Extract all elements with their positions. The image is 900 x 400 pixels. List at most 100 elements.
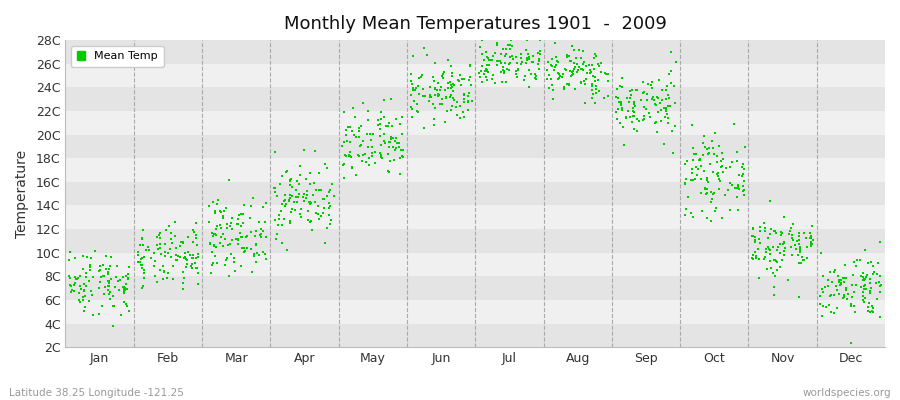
Point (72, 297, 86, 304)
Point (381, 167, 395, 174)
Bar (66, 158, 885, 182)
Point (777, 252, 791, 258)
Point (101, 283, 115, 289)
Point (498, 60, 512, 66)
Point (644, 82, 658, 89)
Point (284, 194, 298, 201)
Point (76, 288, 91, 295)
Point (496, 67, 510, 73)
Point (735, 172, 750, 179)
Point (78, 292, 93, 299)
Point (258, 234, 273, 241)
Point (478, 68, 492, 74)
Point (362, 155, 376, 162)
Point (713, 178, 727, 184)
Point (208, 208, 222, 214)
Point (763, 250, 778, 257)
Point (377, 138, 392, 144)
Point (804, 233, 818, 239)
Point (845, 282, 859, 288)
Point (562, 80, 576, 87)
Point (664, 80, 679, 86)
Point (545, 87, 560, 94)
Point (256, 228, 270, 234)
Point (792, 240, 806, 247)
Point (823, 292, 837, 299)
Point (68, 280, 82, 286)
Point (184, 260, 199, 267)
Point (522, 56, 536, 62)
Point (423, 84, 437, 90)
Point (790, 252, 805, 258)
Point (307, 180, 321, 187)
Point (856, 277, 870, 283)
Point (373, 121, 387, 127)
Point (580, 76, 594, 82)
Point (597, 95, 611, 102)
Point (88, 248, 103, 254)
Point (275, 222, 290, 228)
Point (565, 69, 580, 75)
Point (236, 211, 250, 217)
Point (661, 92, 675, 99)
Point (793, 246, 807, 252)
Point (715, 163, 729, 170)
Point (451, 77, 465, 83)
Point (473, 68, 488, 74)
Point (462, 77, 476, 84)
Point (184, 262, 198, 269)
Point (707, 207, 722, 214)
Point (836, 294, 850, 301)
Point (548, 64, 562, 70)
Point (480, 62, 494, 69)
Point (499, 78, 513, 85)
Point (313, 213, 328, 220)
Point (733, 172, 747, 178)
Point (540, 67, 554, 74)
Point (688, 176, 703, 182)
Point (668, 100, 682, 106)
Point (254, 226, 268, 233)
Point (533, 37, 547, 44)
Point (770, 247, 784, 253)
Point (377, 97, 392, 103)
Point (502, 60, 517, 66)
Point (475, 78, 490, 85)
Point (450, 112, 464, 118)
Point (662, 115, 676, 122)
Point (316, 196, 330, 202)
Point (374, 141, 388, 148)
Point (684, 122, 698, 128)
Point (698, 186, 712, 192)
Point (626, 108, 641, 115)
Point (873, 273, 887, 279)
Point (792, 230, 806, 237)
Point (220, 255, 235, 262)
Point (796, 257, 810, 264)
Point (509, 59, 524, 66)
Point (134, 284, 148, 291)
Point (678, 212, 692, 218)
Point (268, 236, 283, 242)
Point (723, 164, 737, 170)
Point (234, 263, 248, 269)
Point (698, 168, 712, 174)
Point (101, 287, 115, 293)
Point (382, 158, 397, 165)
Point (293, 211, 308, 217)
Point (847, 288, 861, 295)
Point (277, 198, 292, 204)
Point (863, 276, 878, 282)
Point (670, 59, 684, 66)
Point (231, 236, 246, 243)
Point (208, 253, 222, 259)
Point (700, 186, 715, 192)
Point (433, 87, 447, 94)
Point (715, 214, 729, 221)
Point (864, 285, 878, 292)
Point (181, 234, 195, 240)
Point (830, 305, 844, 311)
Point (375, 155, 390, 161)
Point (566, 65, 580, 72)
Point (829, 283, 843, 289)
